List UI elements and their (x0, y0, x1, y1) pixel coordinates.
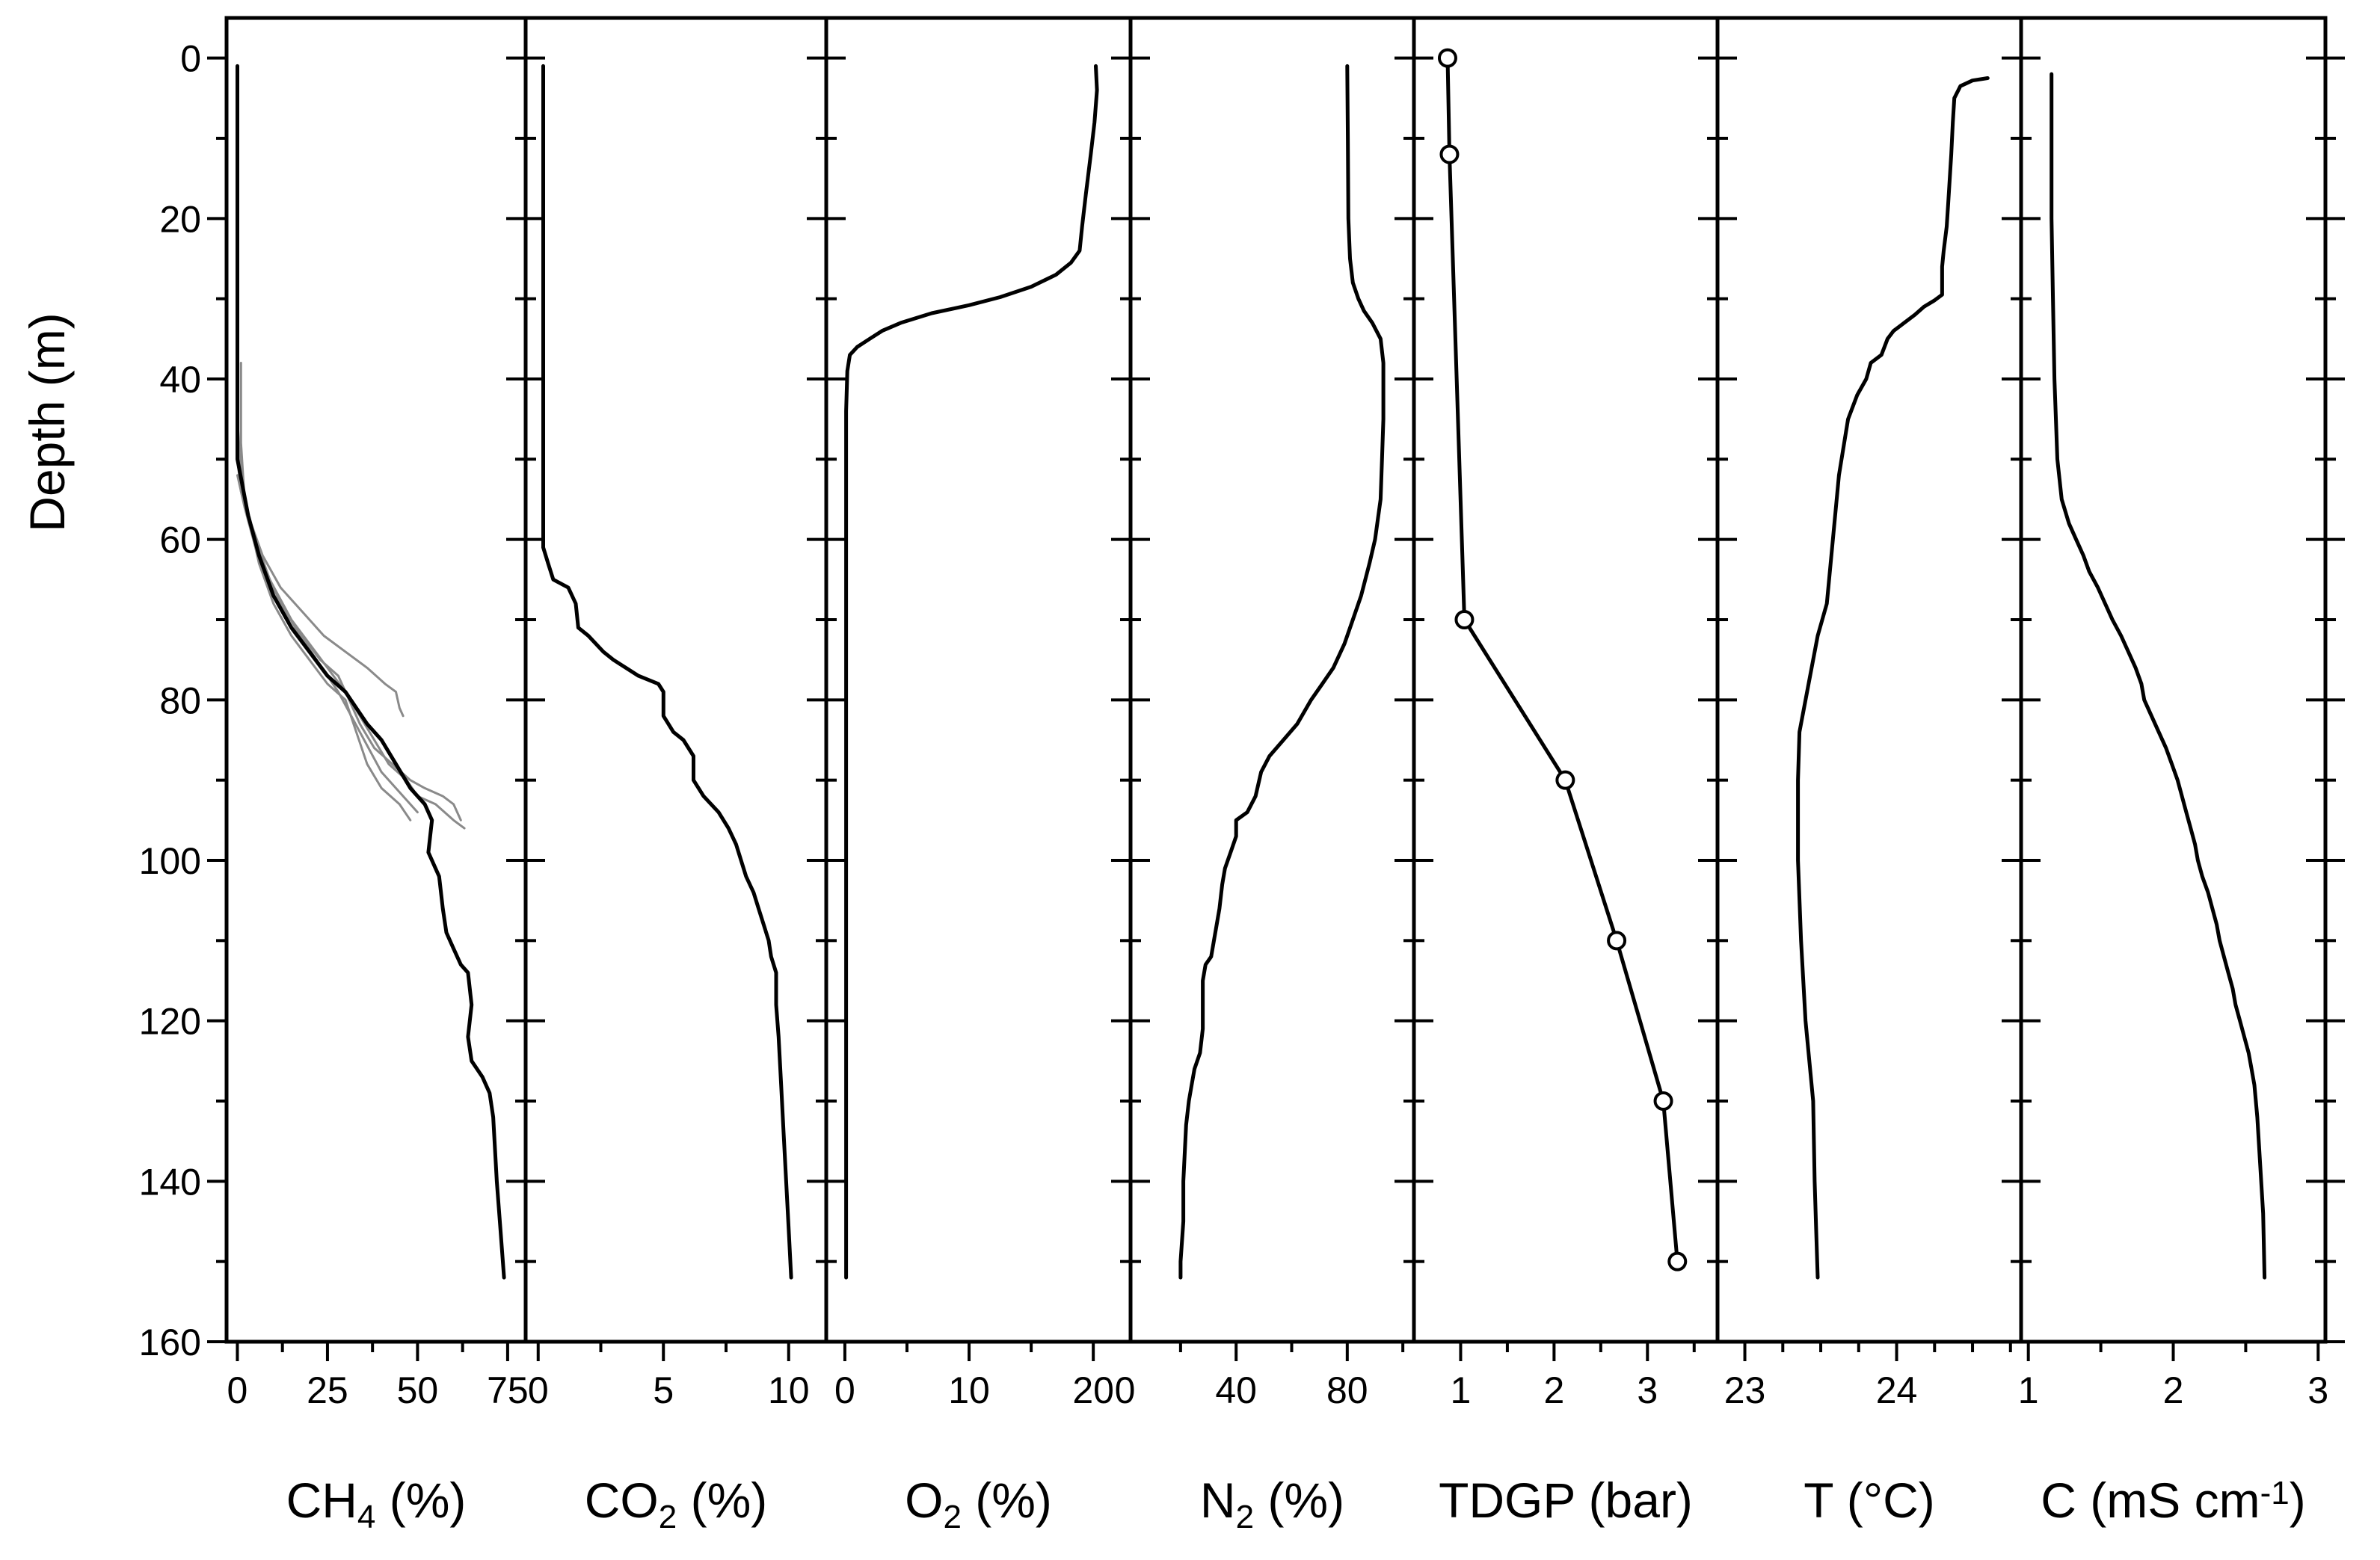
series-line (541, 64, 793, 1280)
x-axis-label: N2 (%) (1200, 1473, 1344, 1535)
chart-panels: 0 25 50 75 CH4 (%) 0 5 10 CO2 (%) 0 10 20 O2 (%) 0 40 8… (224, 16, 2328, 1535)
x-axis-label: T (°C) (1804, 1473, 1934, 1528)
y-tick-label: 40 (159, 359, 201, 401)
panel-frame (1412, 16, 1720, 1344)
y-tick-label: 80 (159, 679, 201, 721)
data-point (1439, 144, 1460, 164)
series-line-replicate (236, 457, 462, 821)
x-tick-label: 10 (948, 1369, 990, 1411)
y-tick-label: 100 (139, 840, 201, 882)
series-line (2050, 72, 2267, 1280)
x-tick-label: 1 (2018, 1369, 2039, 1411)
x-tick-label: 0 (227, 1369, 248, 1411)
x-tick-label: 20 (1072, 1369, 1114, 1411)
panel-frame (224, 16, 528, 1344)
y-tick-label: 20 (159, 198, 201, 240)
x-tick-label: 0 (528, 1369, 549, 1411)
x-tick-label: 5 (653, 1369, 674, 1411)
panel-frame (1128, 16, 1416, 1344)
x-tick-label: 0 (834, 1369, 855, 1411)
x-tick-label: 0 (1115, 1369, 1136, 1411)
y-tick-label: 0 (180, 38, 201, 80)
data-point (1437, 48, 1457, 68)
x-axis-label: O2 (%) (905, 1473, 1052, 1535)
data-point (1667, 1251, 1688, 1271)
panel-co2: 0 5 10 CO2 (%) (523, 16, 828, 1535)
series-line (1796, 76, 1990, 1280)
x-tick-label: 40 (1215, 1369, 1257, 1411)
data-point (1607, 931, 1627, 951)
y-axis: 0 20 40 60 80 100 120 140 160 (139, 38, 2345, 1363)
panel-frame (1715, 16, 2023, 1344)
panel-ch4: 0 25 50 75 CH4 (%) (224, 16, 529, 1535)
x-tick-label: 2 (1543, 1369, 1564, 1411)
x-axis-label: CH4 (%) (286, 1473, 467, 1535)
x-tick-label: 25 (307, 1369, 348, 1411)
x-tick-label: 80 (1326, 1369, 1368, 1411)
data-point (1454, 610, 1475, 629)
panel-tdgp: 1 2 3 TDGP (bar) (1412, 16, 1720, 1528)
panel-n2: 0 40 80 N2 (%) (1115, 16, 1416, 1535)
x-axis-label: C (mS cm-1) (2041, 1473, 2305, 1528)
series-line (236, 64, 506, 1280)
panel-frame (2019, 16, 2328, 1344)
x-tick-label: 1 (1451, 1369, 1472, 1411)
y-tick-label: 160 (139, 1322, 201, 1363)
series-line-replicate (239, 482, 405, 718)
x-tick-label: 24 (1876, 1369, 1918, 1411)
x-tick-label: 3 (2307, 1369, 2328, 1411)
panel-cond: 1 2 3 C (mS cm-1) (2018, 16, 2328, 1528)
panel-temp: 23 24 T (°C) (1715, 16, 2023, 1528)
series-line (1445, 56, 1679, 1264)
x-tick-label: 2 (2163, 1369, 2184, 1411)
series-line (1178, 64, 1386, 1280)
x-axis-label: TDGP (bar) (1439, 1473, 1693, 1528)
data-point (1555, 770, 1575, 790)
x-axis-label: CO2 (%) (585, 1473, 767, 1535)
x-tick-label: 23 (1724, 1369, 1766, 1411)
x-tick-label: 75 (487, 1369, 529, 1411)
data-point (1653, 1091, 1673, 1111)
panel-frame (523, 16, 828, 1344)
panel-o2: 0 10 20 O2 (%) (824, 16, 1133, 1535)
y-tick-label: 140 (139, 1161, 201, 1203)
x-tick-label: 50 (397, 1369, 439, 1411)
series-line (844, 64, 1099, 1280)
y-tick-label: 120 (139, 1001, 201, 1043)
y-tick-label: 60 (159, 520, 201, 561)
x-tick-label: 3 (1637, 1369, 1658, 1411)
x-tick-label: 10 (768, 1369, 810, 1411)
y-axis-label: Depth (m) (19, 312, 75, 531)
